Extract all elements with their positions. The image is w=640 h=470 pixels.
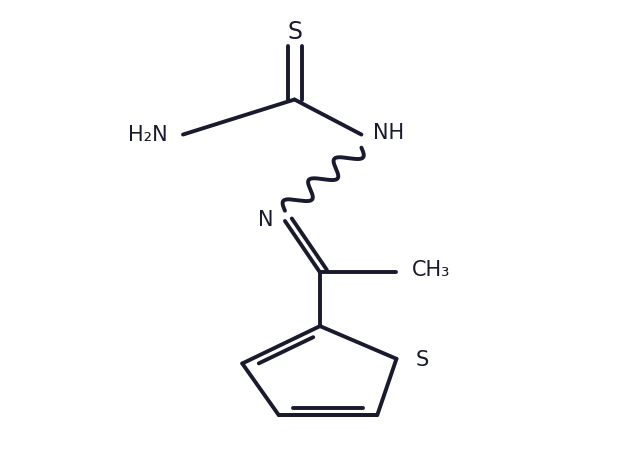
Text: N: N: [258, 210, 273, 229]
Text: S: S: [287, 20, 302, 44]
Text: S: S: [415, 350, 429, 370]
Text: H₂N: H₂N: [128, 125, 168, 145]
Text: NH: NH: [372, 123, 404, 143]
Text: CH₃: CH₃: [412, 260, 451, 280]
